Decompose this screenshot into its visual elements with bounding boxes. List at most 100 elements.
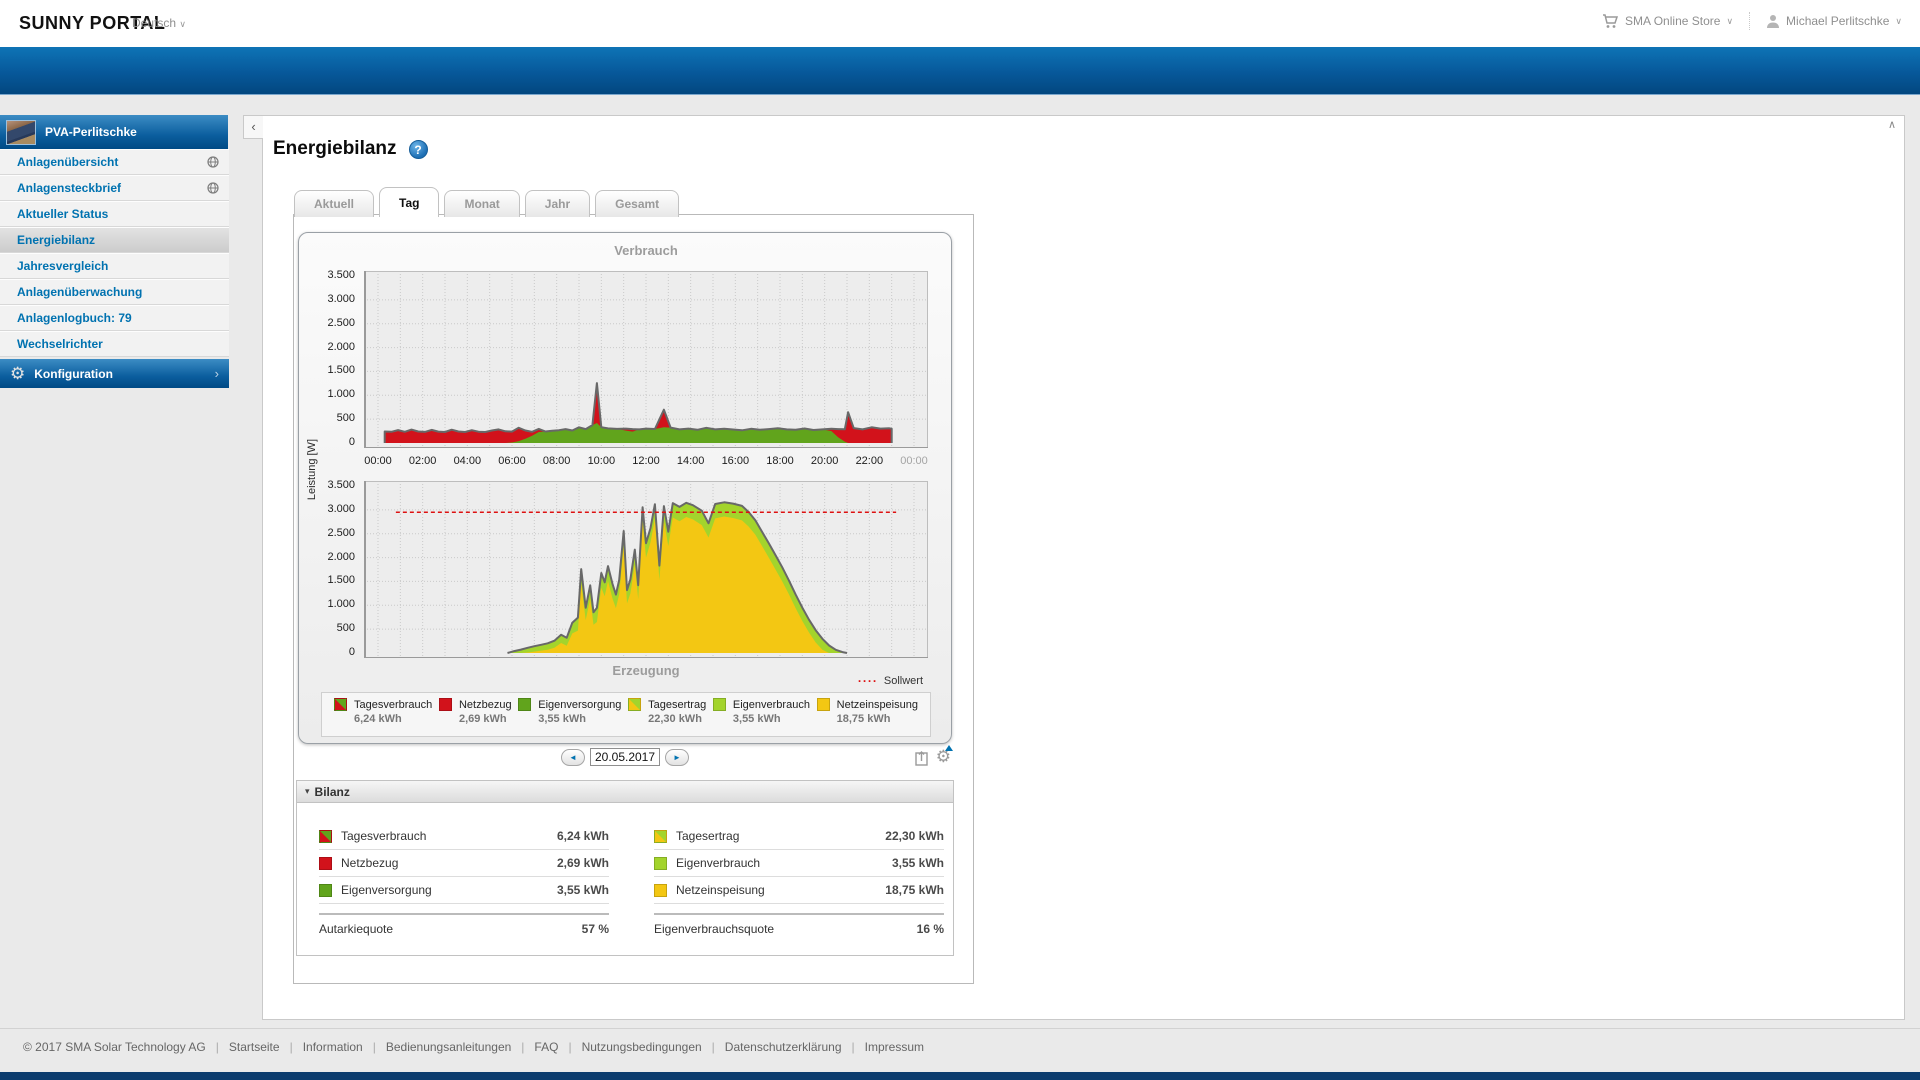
y-tick-label: 3.000 (327, 292, 355, 305)
sidebar-item-4[interactable]: Jahresvergleich (0, 253, 229, 279)
date-input[interactable] (590, 748, 660, 766)
globe-icon (207, 182, 219, 194)
bilanz-row: Eigenversorgung 3,55 kWh (319, 877, 609, 904)
legend-value: 22,30 kWh (648, 713, 702, 725)
sidebar-item-label: Anlagensteckbrief (17, 181, 122, 195)
y-tick-label: 1.000 (327, 598, 355, 611)
erzeugung-chart (364, 481, 928, 658)
footer-link-6[interactable]: Impressum (864, 1040, 924, 1054)
y-tick-label: 3.000 (327, 502, 355, 515)
date-next-button[interactable]: ► (665, 748, 689, 766)
bilanz-quote-row: Eigenverbrauchsquote 16 % (654, 913, 944, 943)
plant-name: PVA-Perlitschke (45, 125, 137, 139)
arrow-up-icon (945, 745, 953, 751)
eigenverbrauchsquote-label: Eigenverbrauchsquote (654, 922, 775, 936)
sidebar-item-label: Wechselrichter (17, 337, 103, 351)
bilanz-row-label: Netzeinspeisung (676, 883, 765, 897)
tab-monat[interactable]: Monat (444, 190, 520, 217)
eigenverbrauch-swatch (712, 698, 726, 711)
legend-label: Tagesertrag (648, 698, 707, 711)
y-tick-label: 3.500 (327, 479, 355, 491)
bilanz-row-value: 22,30 kWh (885, 829, 944, 843)
globe-icon (207, 156, 219, 168)
date-navigation: ◄ ► (298, 748, 952, 766)
sidebar-item-0[interactable]: Anlagenübersicht (0, 149, 229, 175)
export-icon[interactable] (915, 750, 928, 766)
sidebar-item-label: Jahresvergleich (17, 259, 109, 273)
footer-link-2[interactable]: Bedienungsanleitungen (385, 1040, 512, 1054)
verbrauch-plot-svg (364, 271, 928, 448)
x-tick-label: 14:00 (676, 455, 705, 467)
bilanz-row-label: Eigenverbrauch (676, 856, 761, 870)
user-menu[interactable]: Michael Perlitschke ∨ (1766, 14, 1902, 29)
footer-link-0[interactable]: Startseite (228, 1040, 280, 1054)
collapse-sidebar-button[interactable]: ‹ (243, 115, 263, 139)
x-tick-label: 02:00 (408, 455, 437, 467)
sma-online-store-menu[interactable]: SMA Online Store ∨ (1602, 13, 1734, 29)
footer-separator: | (851, 1040, 855, 1054)
scroll-top-button[interactable]: ∧ (1887, 119, 1897, 131)
sidebar-item-3[interactable]: Energiebilanz (0, 227, 229, 253)
y-tick-label: 500 (336, 412, 355, 425)
page-title: Energiebilanz (273, 138, 397, 159)
y-tick-label: 2.500 (327, 526, 355, 539)
sunny-portal-logo: SUNNY PORTAL (19, 13, 166, 33)
help-icon[interactable]: ? (408, 139, 428, 159)
x-tick-label: 08:00 (542, 455, 571, 467)
legend-label: Netzeinspeisung (836, 698, 918, 711)
sidebar-item-label: Anlagenüberwachung (17, 285, 143, 299)
divider (1749, 12, 1751, 30)
bilanz-header[interactable]: ▾ Bilanz (297, 781, 953, 803)
bilanz-row: Netzbezug 2,69 kWh (319, 850, 609, 877)
sidebar-plant-header[interactable]: PVA-Perlitschke (0, 115, 228, 149)
sidebar-item-7[interactable]: Wechselrichter (0, 331, 229, 357)
legend-label: Eigenverbrauch (732, 698, 810, 711)
footer-link-3[interactable]: FAQ (534, 1040, 559, 1054)
plant-thumbnail (6, 119, 36, 145)
sidebar-item-2[interactable]: Aktueller Status (0, 201, 229, 227)
sidebar-item-konfiguration[interactable]: ⚙ Konfiguration › (0, 359, 229, 388)
footer-link-4[interactable]: Nutzungsbedingungen (581, 1040, 702, 1054)
y-tick-label: 2.000 (327, 340, 355, 353)
date-prev-button[interactable]: ◄ (561, 748, 585, 766)
tab-gesamt[interactable]: Gesamt (595, 190, 680, 217)
legend-entry: Eigenverbrauch 3,55 kWh (712, 698, 810, 736)
netzeinspeisung-swatch (816, 698, 830, 711)
eigenversorgung-swatch (518, 698, 532, 711)
legend-label: Tagesverbrauch (354, 698, 433, 711)
netzbezug-swatch (438, 698, 452, 711)
chevron-down-icon: ∨ (1726, 15, 1734, 26)
footer-link-5[interactable]: Datenschutzerklärung (724, 1040, 842, 1054)
tab-aktuell[interactable]: Aktuell (294, 190, 375, 217)
gear-icon: ⚙ (10, 364, 26, 383)
legend-entry: Eigenversorgung 3,55 kWh (518, 698, 621, 736)
chart-title-erzeugung: Erzeugung (612, 663, 680, 678)
x-tick-label: 06:00 (498, 455, 526, 467)
footer-separator: | (568, 1040, 572, 1054)
y-axis-labels-verbrauch: 0 500 1.000 1.500 2.000 2.500 3.000 3.500 (299, 269, 361, 448)
sidebar-item-5[interactable]: Anlagenüberwachung (0, 279, 229, 305)
eigenverbrauch-swatch (654, 856, 667, 870)
bilanz-row-label: Netzbezug (341, 856, 399, 870)
tab-content-panel: Verbrauch 0 500 1.000 1.500 2.000 2.500 3.000 3… (293, 214, 974, 984)
tagesverbrauch-swatch (334, 698, 347, 711)
sidebar-item-label: Anlagenübersicht (17, 155, 119, 169)
tab-tag[interactable]: Tag (379, 187, 440, 218)
bilanz-row-value: 3,55 kWh (556, 883, 609, 897)
language-selector[interactable]: Deutsch ∨ (132, 16, 186, 30)
top-bar: SUNNY PORTAL Deutsch ∨ SMA Online Store … (0, 0, 1920, 47)
footer-link-1[interactable]: Information (302, 1040, 363, 1054)
sidebar-item-6[interactable]: Anlagenlogbuch: 79 (0, 305, 229, 331)
legend-entry: Netzbezug 2,69 kWh (438, 698, 512, 736)
x-tick-label: 20:00 (810, 455, 839, 467)
chart-settings-icon[interactable]: ⚙ (936, 745, 953, 767)
y-tick-label: 1.500 (327, 364, 355, 377)
sidebar-item-1[interactable]: Anlagensteckbrief (0, 175, 229, 201)
tab-jahr[interactable]: Jahr (524, 190, 591, 217)
tagesverbrauch-swatch (319, 829, 332, 843)
x-tick-label: 16:00 (721, 455, 750, 467)
netzbezug-swatch (319, 856, 332, 870)
verbrauch-secondary-area (384, 423, 892, 443)
erzeugung-secondary-area (507, 516, 847, 653)
verbrauch-chart (364, 271, 928, 448)
